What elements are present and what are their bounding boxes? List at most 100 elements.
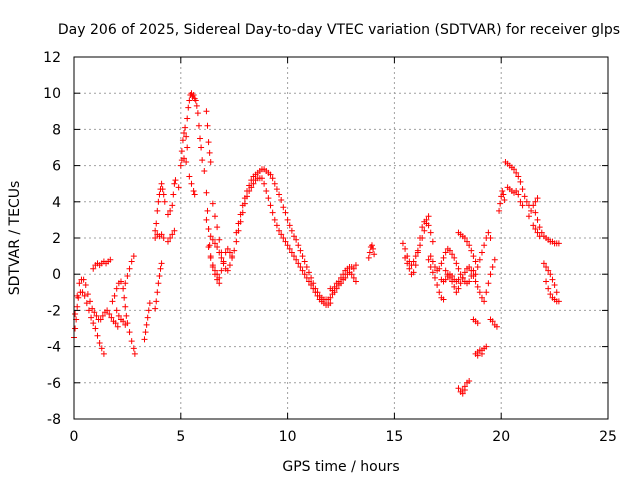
data-point [160,191,167,198]
data-point [226,249,233,256]
data-point [436,265,443,272]
data-point [534,216,541,223]
data-point [553,298,560,305]
data-point [419,224,426,231]
data-point [545,267,552,274]
data-point [521,193,528,200]
data-point [466,377,473,384]
data-point [113,285,120,292]
data-point [229,253,236,260]
data-point [171,227,178,234]
data-point [327,294,334,301]
data-point [543,263,550,270]
data-point [108,314,115,321]
data-point [88,314,95,321]
data-point [410,269,417,276]
data-point [312,289,319,296]
data-point [293,256,300,263]
data-point [553,289,560,296]
data-point [85,307,92,314]
data-point [205,139,212,146]
data-point [216,280,223,287]
data-point [160,235,167,241]
data-point [276,191,283,198]
data-point [188,180,195,187]
data-point [241,195,248,202]
y-tick-label: 4 [52,195,61,211]
data-point [421,227,428,234]
data-point [515,191,522,198]
data-point [87,298,94,305]
data-point [117,278,124,285]
data-point [299,253,306,260]
x-tick-label: 15 [385,429,403,445]
data-point [128,258,135,265]
data-point [288,227,295,234]
data-point [487,271,494,278]
data-point [427,253,434,260]
data-point [442,249,449,256]
data-point [94,332,101,339]
data-point [493,323,500,330]
y-tick-label: -2 [47,303,61,319]
data-point [305,269,312,276]
data-point [461,387,468,394]
data-point [543,278,550,285]
data-point [231,247,238,254]
data-point [90,320,97,327]
data-point [72,325,79,332]
data-point [181,155,188,162]
y-tick-label: 2 [52,231,61,247]
data-point [172,177,179,184]
data-point [468,247,475,254]
data-point [216,236,223,243]
data-point [155,280,162,287]
data-point [186,97,193,104]
data-point [175,184,182,191]
data-point [280,204,287,211]
data-point [177,162,184,169]
data-point [466,278,473,285]
data-point [489,318,496,325]
data-point [333,285,340,292]
data-point [417,242,424,249]
data-point [233,229,240,236]
data-point [310,285,317,292]
data-point [342,274,349,281]
data-point [402,254,409,261]
data-point [429,238,436,245]
data-point [532,225,539,232]
data-point [427,229,434,236]
data-point [167,207,174,214]
data-point [455,276,462,283]
x-tick-label: 20 [492,429,510,445]
data-point [109,298,116,305]
data-point [461,269,468,276]
data-point [158,180,165,187]
data-point [410,258,417,265]
data-point [551,282,558,289]
data-point [193,102,200,109]
data-point [164,211,171,218]
data-point [481,298,488,305]
data-point [155,198,162,205]
data-point [74,303,81,310]
data-point [263,187,270,194]
data-point [491,256,498,263]
data-point [211,240,218,247]
data-point [370,245,377,252]
data-point [267,171,274,178]
data-point [112,320,119,327]
data-point [158,231,165,238]
data-point [555,240,562,247]
data-point [76,280,83,287]
data-point [183,133,190,140]
x-tick-label: 5 [176,429,185,445]
data-point [314,292,321,299]
data-point [478,294,485,301]
data-point [485,229,492,236]
data-point [425,213,432,220]
data-point [483,343,490,350]
data-point [204,122,211,129]
